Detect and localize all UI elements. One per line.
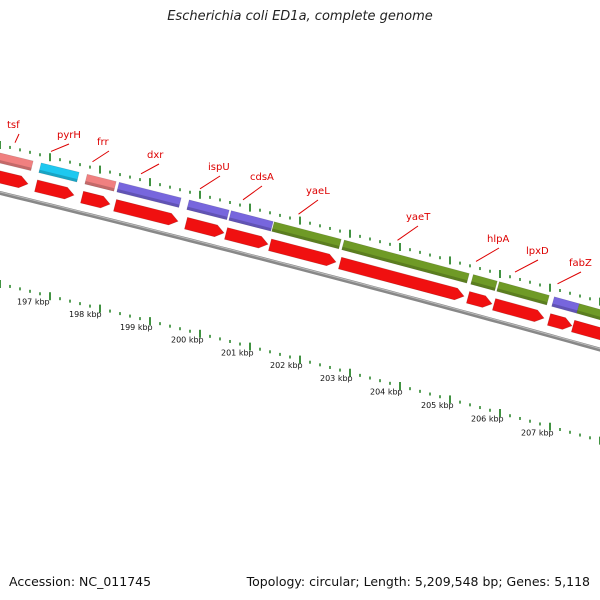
gene-category-block bbox=[341, 239, 470, 284]
cds-arrow bbox=[466, 291, 493, 308]
gene-label: tsf bbox=[7, 120, 20, 131]
gene-label: frr bbox=[97, 137, 109, 148]
label-leader-line bbox=[14, 133, 20, 143]
gene-label: fabZ bbox=[569, 258, 592, 269]
label-leader-line bbox=[199, 175, 221, 190]
cds-arrow bbox=[338, 256, 465, 301]
gene-label: pyrH bbox=[57, 130, 81, 141]
scale-label: 200 kbp bbox=[171, 336, 204, 345]
label-leader-line bbox=[475, 247, 500, 262]
scale-label: 197 kbp bbox=[17, 297, 50, 306]
label-leader-line bbox=[397, 225, 419, 241]
gene-label: yaeT bbox=[406, 212, 431, 223]
scale-ring: 197 kbp 198 kbp 199 kbp 200 kbp 201 kbp 202 k… bbox=[0, 280, 600, 445]
cds-arrow bbox=[80, 190, 111, 209]
cog-category-track bbox=[0, 152, 600, 321]
gene-label: hlpA bbox=[487, 234, 509, 245]
scale-label: 204 kbp bbox=[370, 387, 403, 396]
cds-arrow bbox=[547, 313, 573, 330]
scale-label: 203 kbp bbox=[320, 374, 353, 383]
label-leader-line bbox=[140, 163, 160, 175]
gene-category-block bbox=[576, 303, 600, 321]
gene-label: ispU bbox=[208, 162, 230, 173]
cds-arrow bbox=[224, 227, 269, 249]
label-leader-line bbox=[50, 143, 70, 152]
cds-arrow bbox=[184, 217, 225, 238]
accession-label: Accession: NC_011745 bbox=[9, 574, 152, 589]
gene-category-block bbox=[116, 181, 182, 208]
cds-arrow bbox=[34, 179, 75, 200]
scale-label: 199 kbp bbox=[120, 323, 153, 332]
gene-label: dxr bbox=[147, 150, 164, 161]
cds-forward-track bbox=[0, 170, 600, 341]
gene-category-block bbox=[0, 152, 34, 172]
gene-category-block bbox=[496, 281, 550, 306]
scale-label: 205 kbp bbox=[421, 401, 454, 410]
label-leader-line bbox=[557, 271, 582, 285]
cds-arrow bbox=[492, 298, 545, 322]
label-leader-line bbox=[298, 199, 319, 215]
gene-label: cdsA bbox=[250, 172, 274, 183]
cds-arrow bbox=[571, 319, 600, 341]
gene-label-layer: tsf pyrH frr dxr ispU cdsA yaeL yaeT hlpA lpxD fab… bbox=[7, 120, 592, 285]
map-title: Escherichia coli ED1a, complete genome bbox=[167, 9, 433, 24]
cds-arrow bbox=[113, 199, 179, 226]
backbone-line bbox=[0, 190, 600, 352]
label-leader-line bbox=[242, 185, 263, 201]
gene-category-block bbox=[271, 221, 342, 250]
gene-category-block bbox=[551, 296, 580, 314]
genome-summary: Topology: circular; Length: 5,209,548 bp… bbox=[246, 574, 590, 589]
label-leader-line bbox=[92, 150, 110, 163]
scale-label: 207 kbp bbox=[521, 428, 554, 437]
gene-category-block bbox=[228, 210, 274, 232]
gene-label: yaeL bbox=[306, 186, 330, 197]
gene-category-block bbox=[186, 199, 230, 221]
gene-category-block bbox=[38, 162, 80, 183]
backbone-track bbox=[0, 190, 600, 352]
scale-label: 202 kbp bbox=[270, 361, 303, 370]
scale-label: 198 kbp bbox=[69, 310, 102, 319]
scale-label: 201 kbp bbox=[221, 349, 254, 358]
gene-label: lpxD bbox=[526, 246, 549, 257]
scale-label: 206 kbp bbox=[471, 415, 504, 424]
cds-arrow bbox=[0, 170, 29, 189]
gene-category-block bbox=[470, 274, 498, 292]
label-leader-line bbox=[514, 259, 539, 273]
cds-arrow bbox=[268, 238, 337, 267]
outer-tick-ring bbox=[0, 141, 600, 306]
gene-category-block bbox=[84, 173, 117, 192]
